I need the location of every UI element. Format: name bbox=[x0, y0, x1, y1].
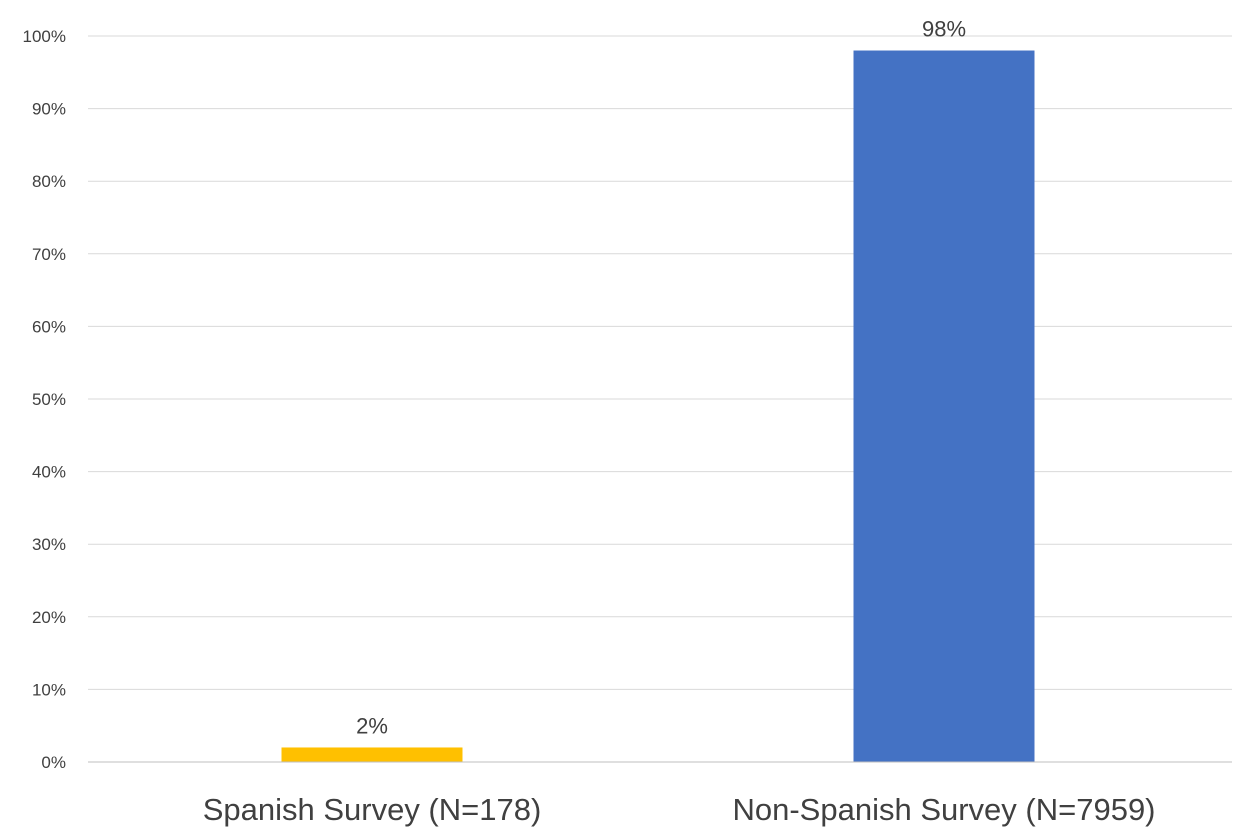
bar bbox=[281, 747, 463, 762]
data-label: 2% bbox=[356, 713, 388, 738]
y-tick-label: 40% bbox=[32, 463, 66, 482]
y-tick-label: 90% bbox=[32, 100, 66, 119]
category-label: Non-Spanish Survey (N=7959) bbox=[732, 792, 1155, 827]
y-tick-label: 50% bbox=[32, 390, 66, 409]
data-label: 98% bbox=[922, 17, 966, 42]
y-tick-label: 10% bbox=[32, 680, 66, 699]
bar bbox=[853, 50, 1035, 762]
y-tick-label: 80% bbox=[32, 172, 66, 191]
y-tick-label: 0% bbox=[41, 753, 66, 772]
y-tick-label: 30% bbox=[32, 535, 66, 554]
y-tick-label: 70% bbox=[32, 245, 66, 264]
bars bbox=[281, 50, 1035, 762]
y-tick-label: 20% bbox=[32, 608, 66, 627]
y-tick-label: 60% bbox=[32, 317, 66, 336]
y-tick-label: 100% bbox=[23, 27, 66, 46]
x-axis-categories: Spanish Survey (N=178) Non-Spanish Survey… bbox=[203, 792, 1156, 827]
data-labels: 2% 98% bbox=[356, 17, 966, 739]
category-label: Spanish Survey (N=178) bbox=[203, 792, 542, 827]
gridlines bbox=[88, 35, 1232, 690]
y-axis-ticks: 0% 10% 20% 30% 40% 50% 60% 70% 80% 90% 100% bbox=[23, 27, 66, 772]
